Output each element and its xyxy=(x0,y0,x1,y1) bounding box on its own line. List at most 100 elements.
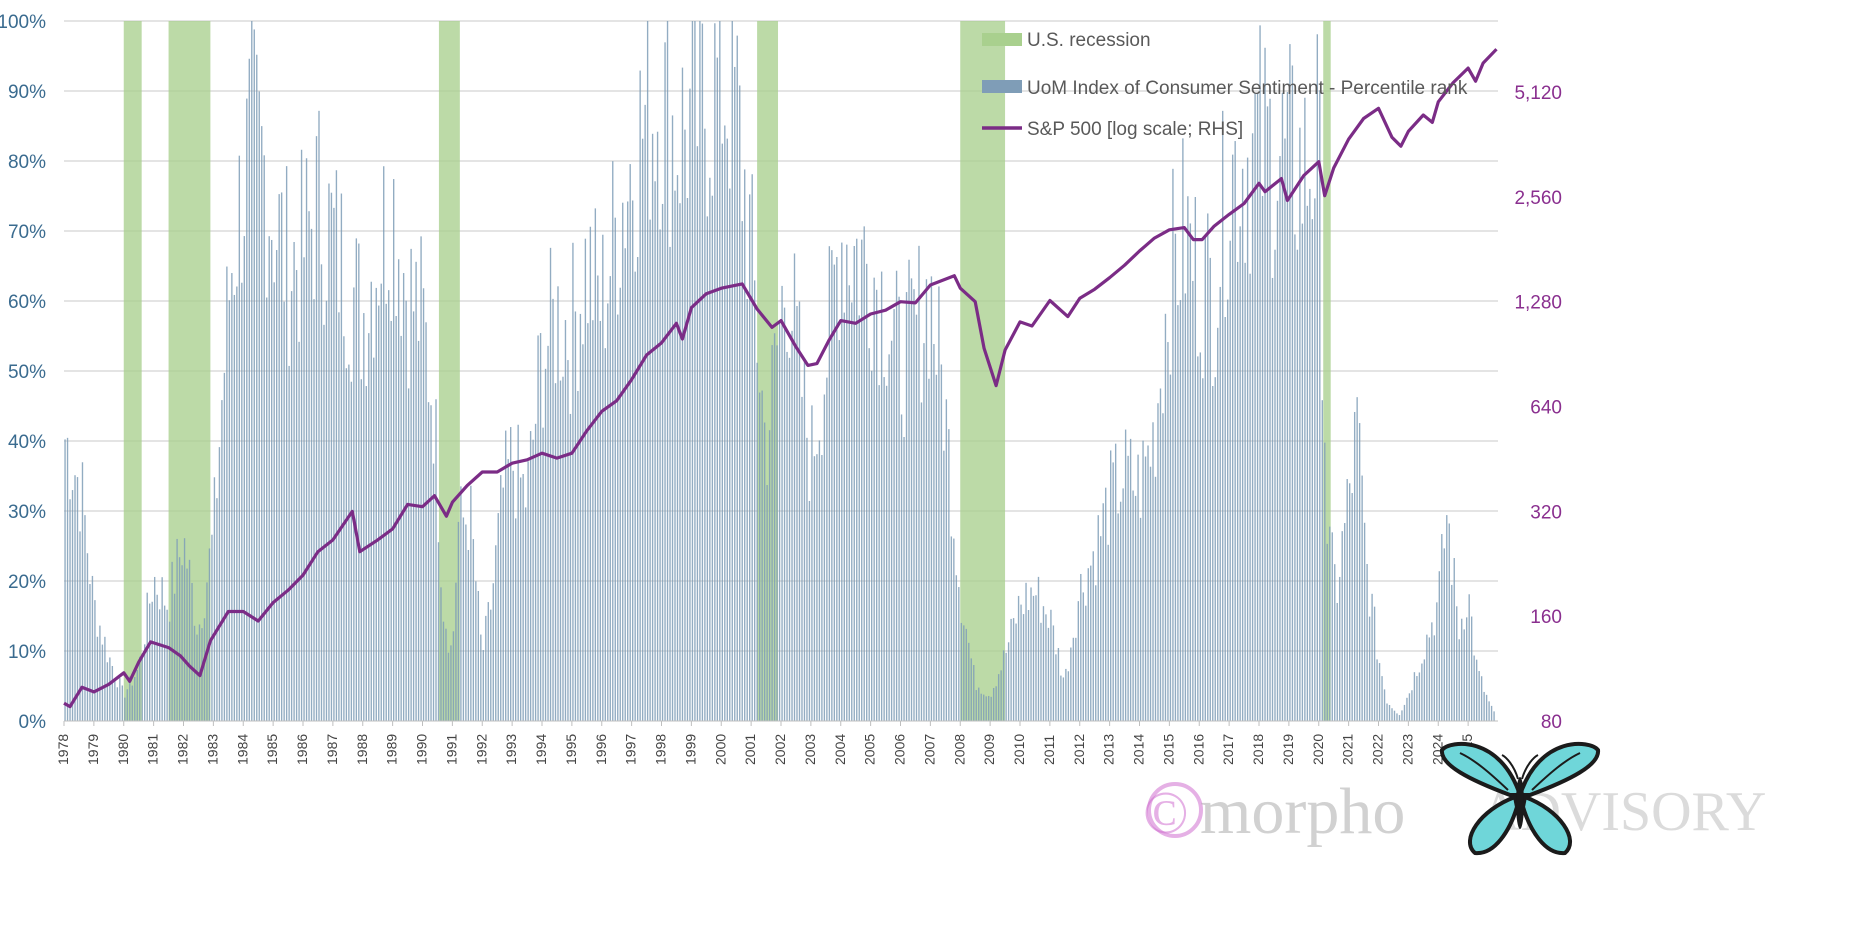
sentiment-bar xyxy=(746,298,748,721)
sentiment-bar xyxy=(485,615,487,721)
sentiment-bar xyxy=(363,313,365,721)
sentiment-bar xyxy=(564,320,567,721)
x-tick-label: 2023 xyxy=(1399,734,1415,765)
sentiment-bar xyxy=(1182,138,1184,722)
sentiment-bar xyxy=(293,242,295,721)
sentiment-bar xyxy=(669,246,671,722)
sentiment-bar xyxy=(1124,429,1127,721)
x-tick-label: 1985 xyxy=(264,734,280,765)
y-left-tick-label: 100% xyxy=(0,12,46,33)
sentiment-bar xyxy=(781,285,783,721)
sentiment-bar xyxy=(1005,652,1007,721)
watermark: © morpho ADVISORY xyxy=(1143,741,1766,856)
sentiment-bar xyxy=(711,195,714,722)
sentiment-bar xyxy=(923,343,925,721)
sentiment-bar xyxy=(1418,672,1421,721)
sentiment-bar xyxy=(719,21,721,721)
sentiment-bar xyxy=(273,282,275,721)
sentiment-bar xyxy=(758,392,761,721)
x-tick-label: 2016 xyxy=(1190,734,1206,765)
sentiment-bar xyxy=(729,188,731,721)
sentiment-bar xyxy=(1241,168,1244,721)
sentiment-bar xyxy=(134,677,136,721)
sentiment-bar xyxy=(1167,342,1169,721)
sentiment-bar xyxy=(1470,616,1473,721)
sentiment-bar xyxy=(918,245,920,721)
sentiment-bar xyxy=(547,345,549,721)
sentiment-bar xyxy=(1080,573,1082,721)
sentiment-bar xyxy=(1127,455,1129,721)
sentiment-bar xyxy=(1164,313,1167,721)
recession-band-4 xyxy=(960,21,1006,721)
sentiment-bar xyxy=(1157,403,1159,721)
sentiment-bar xyxy=(1373,606,1376,721)
sentiment-bar xyxy=(980,693,982,721)
sentiment-bar xyxy=(1331,532,1333,721)
sentiment-bar xyxy=(253,29,255,722)
sentiment-bar xyxy=(241,282,243,721)
sentiment-bar xyxy=(749,194,751,721)
sentiment-bar xyxy=(440,587,442,721)
sentiment-bar xyxy=(1177,305,1179,721)
sentiment-bar xyxy=(1463,629,1465,721)
sentiment-bar xyxy=(64,439,66,721)
sentiment-bar xyxy=(826,377,828,721)
sentiment-bar xyxy=(1085,605,1087,721)
y-left-tick-label: 70% xyxy=(8,222,46,243)
sentiment-bar xyxy=(636,257,639,721)
sentiment-bar xyxy=(514,518,517,721)
sentiment-bar xyxy=(455,582,457,721)
sentiment-bar xyxy=(1398,715,1401,721)
sentiment-bar xyxy=(1217,327,1219,721)
sentiment-bar xyxy=(218,447,221,721)
sentiment-bar xyxy=(679,203,681,721)
sentiment-bar xyxy=(694,21,696,721)
sentiment-bar xyxy=(221,400,223,721)
sentiment-bar xyxy=(452,631,455,721)
x-tick-label: 2010 xyxy=(1011,734,1027,765)
sentiment-bar xyxy=(970,658,972,721)
sentiment-bar xyxy=(1393,710,1396,721)
sentiment-bar xyxy=(1423,659,1426,721)
sentiment-bar xyxy=(572,242,574,721)
sentiment-bar xyxy=(161,577,163,721)
sentiment-bar xyxy=(1266,106,1269,721)
sentiment-bar xyxy=(263,155,265,721)
sentiment-bar xyxy=(968,642,970,721)
x-tick-label: 2001 xyxy=(742,734,758,765)
sentiment-bar xyxy=(978,687,980,721)
x-tick-label: 2002 xyxy=(772,734,788,765)
sentiment-bar xyxy=(126,689,128,721)
sentiment-bar xyxy=(833,264,836,721)
x-tick-label: 2003 xyxy=(802,734,818,765)
x-tick-label: 2006 xyxy=(892,734,908,765)
sentiment-bar xyxy=(549,247,552,721)
sentiment-bar xyxy=(1344,523,1346,721)
sentiment-bar xyxy=(1007,642,1010,721)
sentiment-bar xyxy=(975,690,977,721)
x-tick-label: 1984 xyxy=(234,734,250,765)
sentiment-bar xyxy=(1448,523,1450,721)
sentiment-bar xyxy=(333,207,335,721)
sp500-line xyxy=(63,48,1498,709)
x-tick-label: 1987 xyxy=(324,734,340,765)
sentiment-bar xyxy=(141,653,143,721)
sentiment-bar xyxy=(325,300,328,721)
sentiment-bar xyxy=(278,194,280,721)
sentiment-bar xyxy=(1316,34,1319,722)
sentiment-bar xyxy=(1231,154,1234,721)
sentiment-bar xyxy=(213,477,216,721)
sentiment-bar xyxy=(1326,543,1328,721)
sentiment-bar xyxy=(300,149,303,721)
sentiment-bar xyxy=(256,54,258,722)
sentiment-bar xyxy=(74,475,76,721)
sentiment-bar xyxy=(1222,110,1224,721)
sentiment-bar xyxy=(1261,195,1264,721)
sentiment-bar xyxy=(447,652,450,721)
sentiment-bar xyxy=(81,462,84,721)
sentiment-bar xyxy=(851,302,853,721)
sentiment-bar xyxy=(898,296,900,721)
x-tick-label: 2017 xyxy=(1220,734,1236,765)
axes: 0% 10% 20% 30% 40% 50% 60% 70% 80% 90% 100% 80 160 32… xyxy=(0,12,1562,765)
sentiment-bar xyxy=(890,340,893,721)
